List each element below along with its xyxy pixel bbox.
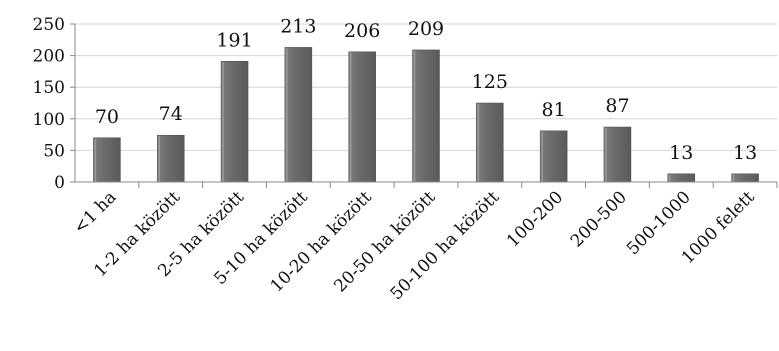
y-tick-label: 200 <box>33 47 65 67</box>
x-axis <box>75 181 778 188</box>
data-label: 81 <box>542 99 566 121</box>
data-label: 206 <box>344 20 380 42</box>
bar <box>603 126 632 183</box>
bars <box>93 47 759 183</box>
y-tick-label: 250 <box>33 15 65 35</box>
x-tick-label: 100-200 <box>503 187 567 251</box>
data-label: 74 <box>159 103 183 125</box>
data-label: 13 <box>733 142 757 164</box>
y-tick-label: 150 <box>33 78 65 98</box>
data-label: 191 <box>216 29 252 51</box>
y-tick-label: 0 <box>54 173 65 193</box>
bar <box>667 173 696 183</box>
data-label: 70 <box>95 106 119 128</box>
bar <box>539 130 568 183</box>
bar <box>93 137 121 183</box>
data-label: 87 <box>605 95 629 117</box>
y-tick-label: 100 <box>33 110 65 130</box>
y-axis-ticks: 0 50 100 150 200 250 <box>33 15 76 193</box>
data-label: 209 <box>408 18 444 40</box>
bar <box>731 173 759 183</box>
x-tick-label: <1 ha <box>70 187 121 238</box>
bar <box>348 51 376 183</box>
bar <box>220 61 249 183</box>
bar <box>284 47 313 183</box>
data-label: 13 <box>669 142 693 164</box>
data-labels: 70 74 191 213 206 209 125 81 87 13 13 <box>95 15 757 163</box>
x-tick-label: 200-500 <box>567 187 631 251</box>
bar <box>156 134 185 183</box>
data-label: 213 <box>280 15 316 37</box>
bar <box>412 49 440 183</box>
y-tick-label: 50 <box>43 141 65 161</box>
bar <box>476 102 504 183</box>
x-tick-label: 50-100 ha között <box>387 187 504 304</box>
data-label: 125 <box>472 71 508 93</box>
